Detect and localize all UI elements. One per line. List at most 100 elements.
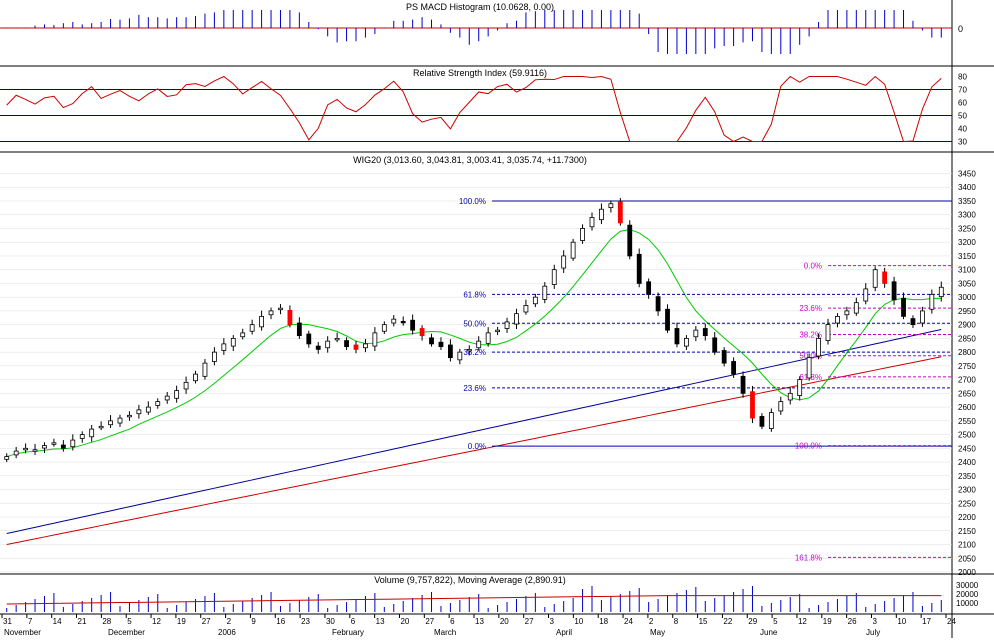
candle-body (646, 281, 652, 295)
macd-bar (166, 18, 168, 28)
candle-body (532, 296, 538, 305)
moving-averages (6, 228, 942, 546)
candle-body (410, 319, 416, 331)
macd-bar (138, 14, 140, 28)
rsi-panel-title: Relative Strength Index (59.9116) (413, 68, 547, 78)
candle-body (79, 434, 85, 439)
candle-body (551, 269, 557, 285)
candle-body (145, 406, 151, 413)
macd-bar (865, 10, 867, 28)
price-y-tick: 2200 (958, 513, 976, 522)
fib-left-label: 38.2% (463, 348, 486, 357)
rsi-y-tick: 80 (958, 73, 967, 82)
candle-body (731, 361, 736, 375)
candle-body (315, 345, 321, 350)
macd-bar (25, 28, 27, 29)
price-y-tick: 3300 (958, 211, 976, 220)
candle-body (599, 208, 604, 221)
x-day-label: 27 (425, 617, 434, 626)
price-panel-title: WIG20 (3,013.60, 3,043.81, 3,003.41, 3,0… (353, 155, 587, 165)
candle-body (42, 445, 47, 449)
x-day-label: 23 (301, 617, 310, 626)
candle-body (929, 294, 935, 310)
candle-body (891, 281, 897, 301)
x-month-label: November (4, 628, 41, 637)
moving-average-mid (6, 328, 942, 535)
price-y-tick: 3350 (958, 197, 976, 206)
candle-body (13, 450, 19, 456)
price-y-tick: 3450 (958, 169, 976, 178)
macd-bar (110, 19, 112, 28)
candle-body (334, 337, 340, 341)
macd-bar (789, 28, 791, 54)
candle-body (372, 332, 378, 347)
macd-bar (808, 28, 810, 37)
candle-body (51, 442, 57, 445)
x-day-label: 2 (649, 617, 654, 626)
macd-bar (818, 22, 820, 28)
candle-body (32, 449, 38, 452)
price-y-tick: 2300 (958, 486, 976, 495)
macd-bar (6, 28, 8, 29)
price-y-tick: 3400 (958, 183, 976, 192)
x-day-label: 24 (624, 617, 633, 626)
candle-body (608, 203, 614, 208)
candle-body (108, 420, 113, 426)
price-y-tick: 2950 (958, 307, 976, 316)
macd-bar (336, 28, 338, 43)
candle-body (381, 324, 387, 332)
volume-bars (6, 586, 942, 612)
candle-body (514, 313, 519, 325)
x-day-label: 9 (251, 617, 256, 626)
macd-bar (223, 10, 225, 28)
x-day-label: 16 (276, 617, 285, 626)
candle-body (419, 328, 425, 337)
price-y-tick: 3000 (958, 293, 976, 302)
x-day-label: 18 (599, 617, 608, 626)
candle-body (447, 344, 453, 359)
candle-body (89, 428, 95, 438)
macd-bar (279, 10, 281, 28)
candle-body (23, 447, 29, 451)
macd-bar (855, 10, 857, 28)
macd-bar (572, 10, 574, 28)
rsi-y-tick: 60 (958, 99, 967, 108)
x-day-label: 20 (400, 617, 409, 626)
macd-bar (553, 10, 555, 28)
macd-bar (742, 28, 744, 43)
macd-bar (346, 28, 348, 42)
candle-body (183, 381, 189, 390)
candle-body (523, 305, 529, 313)
candle-body (740, 375, 746, 394)
macd-bar (62, 23, 64, 28)
macd-bar (421, 17, 423, 28)
macd-bar (374, 28, 376, 34)
x-day-label: 19 (823, 617, 832, 626)
price-y-tick: 2800 (958, 348, 976, 357)
candle-body (429, 337, 434, 345)
x-month-label: 2006 (218, 628, 236, 637)
candle-body (920, 310, 925, 324)
x-day-label: 12 (152, 617, 161, 626)
x-day-label: 28 (102, 617, 111, 626)
price-y-tick: 2000 (958, 568, 976, 577)
macd-bar (440, 24, 442, 28)
candle-body (60, 444, 66, 449)
candle-body (938, 286, 944, 298)
x-day-label: 15 (699, 617, 708, 626)
candle-body (580, 228, 585, 241)
macd-bar (402, 20, 404, 28)
candle-body (466, 348, 472, 352)
macd-bar (619, 10, 621, 28)
candle-body (4, 456, 10, 460)
price-y-tick: 2600 (958, 403, 976, 412)
fib-left-label: 100.0% (459, 197, 486, 206)
macd-bar (780, 28, 782, 54)
macd-bar (912, 20, 914, 28)
x-month-label: July (866, 628, 880, 637)
fib-right-label: 100.0% (795, 442, 822, 451)
macd-bar (657, 28, 659, 52)
x-day-label: 5 (773, 617, 778, 626)
price-grid (0, 173, 952, 573)
